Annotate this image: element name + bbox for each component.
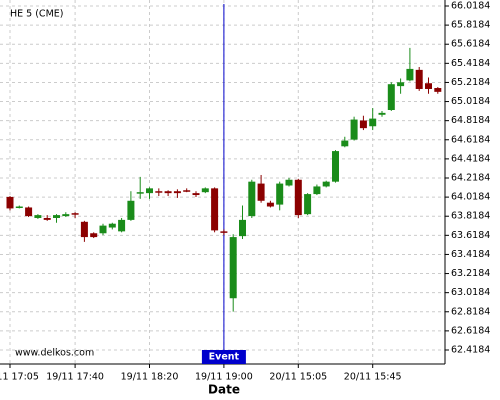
- candle-body: [136, 192, 144, 194]
- candle-body: [53, 215, 60, 218]
- candle-body: [211, 188, 219, 231]
- x-tick-label: 20/11 15:05: [269, 372, 327, 383]
- candle-body: [248, 181, 256, 217]
- candle-body: [71, 213, 79, 215]
- candle-body: [276, 183, 284, 205]
- candle-body: [304, 194, 312, 215]
- y-tick-label: 63.4184: [451, 249, 490, 260]
- candle-body: [387, 84, 395, 111]
- event-label: Event: [209, 352, 240, 363]
- y-tick-label: 64.0184: [451, 192, 490, 203]
- candle-body: [415, 69, 423, 89]
- candle-body: [266, 202, 274, 207]
- y-tick-label: 64.4184: [451, 153, 490, 164]
- y-tick-label: 66.0184: [451, 1, 490, 12]
- candle-body: [406, 68, 414, 81]
- candle-body: [118, 219, 126, 232]
- y-tick-label: 63.6184: [451, 230, 490, 241]
- candle-body: [341, 140, 349, 147]
- candle-body: [127, 200, 135, 220]
- y-tick-label: 63.8184: [451, 211, 490, 222]
- y-tick-label: 65.2184: [451, 77, 490, 88]
- y-tick-label: 62.6184: [451, 325, 490, 336]
- y-tick-label: 64.2184: [451, 172, 490, 183]
- candle-body: [378, 112, 386, 115]
- candle-body: [43, 217, 51, 220]
- candle-body: [313, 186, 321, 195]
- candle-body: [164, 191, 172, 194]
- candle-body: [350, 119, 358, 140]
- candle-body: [15, 206, 23, 209]
- x-tick-label: 20/11 15:45: [344, 372, 402, 383]
- candle-body: [257, 183, 265, 201]
- candle-body: [99, 225, 107, 234]
- x-tick-label: 19/11 17:05: [0, 372, 39, 383]
- candle-body: [192, 193, 200, 196]
- candle-body: [146, 188, 153, 194]
- x-tick-label: 19/11 17:40: [46, 372, 104, 383]
- candle-body: [34, 215, 42, 218]
- y-tick-label: 64.8184: [451, 115, 490, 126]
- y-tick-label: 64.6184: [451, 134, 490, 145]
- candle-body: [183, 190, 191, 192]
- candle-body: [80, 221, 88, 238]
- candle-body: [108, 223, 116, 228]
- watermark: www.delkos.com: [15, 348, 94, 359]
- candle-body: [397, 82, 405, 87]
- y-tick-label: 63.0184: [451, 287, 490, 298]
- candle-body: [220, 231, 228, 233]
- candle-body: [25, 207, 33, 217]
- candle-body: [173, 191, 181, 194]
- candle-body: [369, 118, 377, 127]
- y-tick-label: 65.8184: [451, 20, 490, 31]
- candle-body: [332, 151, 339, 182]
- candle-body: [294, 179, 302, 216]
- candle-body: [201, 188, 209, 193]
- x-axis-label: Date: [208, 383, 240, 397]
- candle-body: [434, 88, 442, 92]
- y-tick-label: 65.0184: [451, 96, 490, 107]
- candle-body: [90, 233, 98, 238]
- candle-body: [229, 237, 237, 299]
- chart-title: HE 5 (CME): [10, 9, 63, 20]
- candle-body: [285, 179, 293, 186]
- candle-body: [359, 120, 367, 129]
- candle-body: [155, 191, 163, 193]
- y-tick-label: 62.4184: [451, 344, 490, 355]
- y-tick-label: 62.8184: [451, 306, 490, 317]
- candle-body: [6, 196, 14, 209]
- candle-body: [239, 219, 246, 237]
- y-tick-label: 65.4184: [451, 58, 490, 69]
- candle-body: [322, 181, 330, 187]
- x-tick-label: 19/11 18:20: [121, 372, 179, 383]
- candle-body: [425, 83, 432, 89]
- x-tick-label: 19/11 19:00: [195, 372, 253, 383]
- candle-body: [62, 214, 70, 217]
- y-tick-label: 63.2184: [451, 268, 490, 279]
- event-box: [201, 350, 246, 364]
- y-tick-label: 65.6184: [451, 39, 490, 50]
